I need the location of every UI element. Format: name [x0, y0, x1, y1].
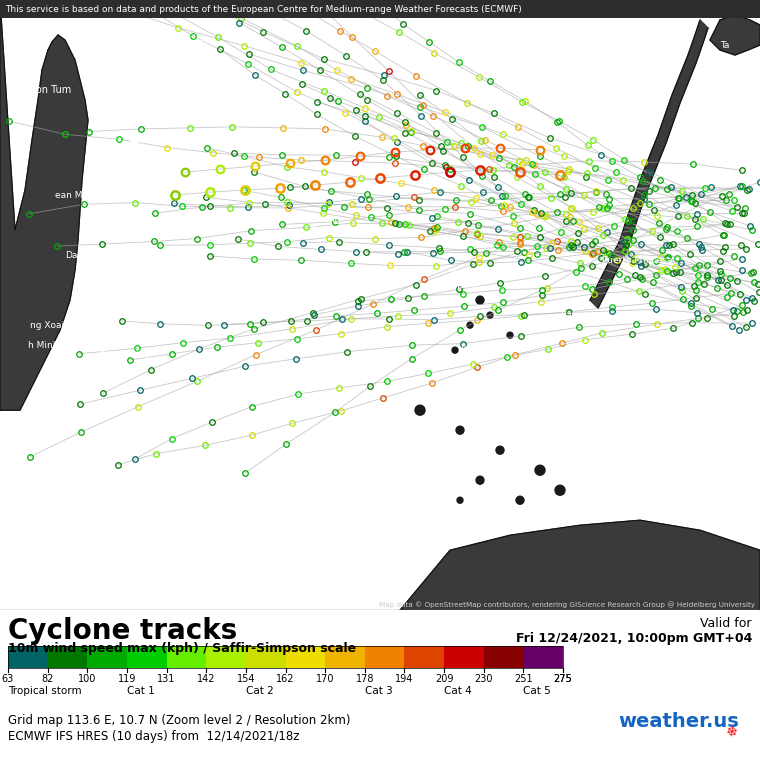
Bar: [483, 646, 524, 668]
Bar: [404, 646, 444, 668]
Bar: [127, 646, 166, 668]
Circle shape: [476, 477, 484, 484]
Text: Pang: Pang: [725, 470, 747, 480]
Bar: [166, 646, 206, 668]
Polygon shape: [710, 15, 760, 55]
Text: Valid for: Valid for: [701, 617, 752, 630]
Text: Buon Ma
Thuot: Buon Ma Thuot: [95, 205, 135, 225]
Polygon shape: [0, 0, 88, 410]
Text: Cat 3: Cat 3: [365, 686, 392, 696]
Text: 251: 251: [514, 674, 533, 684]
Text: Beaufort: Beaufort: [510, 486, 549, 495]
Text: Cat 5: Cat 5: [524, 686, 551, 696]
Text: Coron: Coron: [695, 125, 724, 135]
Text: 275: 275: [553, 674, 572, 684]
Circle shape: [535, 465, 545, 475]
Circle shape: [555, 485, 565, 496]
Circle shape: [452, 347, 458, 353]
Text: Taytay: Taytay: [690, 175, 722, 185]
Text: Ma: Ma: [725, 86, 738, 94]
Text: Spratly
Islands: Spratly Islands: [450, 271, 483, 290]
Polygon shape: [590, 20, 708, 308]
Text: Sandakan: Sandakan: [620, 421, 665, 429]
Circle shape: [456, 426, 464, 434]
Text: Puerto Princesa: Puerto Princesa: [602, 255, 673, 264]
Bar: [8, 646, 48, 668]
Bar: [48, 646, 87, 668]
Text: Grid map 113.6 E, 10.7 N (Zoom level 2 / Resolution 2km): Grid map 113.6 E, 10.7 N (Zoom level 2 /…: [8, 714, 350, 727]
Text: 82: 82: [42, 674, 54, 684]
Text: Tuy Hoa: Tuy Hoa: [130, 135, 169, 145]
Text: Quy Nhon: Quy Nhon: [145, 95, 194, 105]
Text: Cyclone tracks: Cyclone tracks: [8, 617, 237, 645]
Text: 170: 170: [316, 674, 334, 684]
Text: 142: 142: [197, 674, 216, 684]
Circle shape: [516, 496, 524, 504]
Bar: [286, 646, 325, 668]
Bar: [206, 646, 245, 668]
Text: 63: 63: [2, 674, 14, 684]
Circle shape: [487, 312, 493, 318]
Text: Kudat: Kudat: [460, 346, 486, 355]
Text: 178: 178: [356, 674, 374, 684]
Text: Map data © OpenStreetMap contributors, rendering GIScience Research Group @ Heid: Map data © OpenStreetMap contributors, r…: [379, 601, 755, 608]
Text: Ta: Ta: [720, 40, 730, 49]
Text: 131: 131: [157, 674, 176, 684]
Text: 154: 154: [236, 674, 255, 684]
Text: ng Xoai: ng Xoai: [30, 321, 64, 330]
Text: ❄: ❄: [724, 722, 742, 740]
Bar: [365, 646, 404, 668]
Bar: [524, 646, 563, 668]
Text: 275: 275: [553, 674, 572, 684]
Text: Quảng Ngãi: Quảng Ngãi: [150, 40, 207, 50]
Text: Cam Ranh: Cam Ranh: [130, 230, 176, 239]
Bar: [444, 646, 483, 668]
Circle shape: [496, 446, 504, 454]
Circle shape: [476, 296, 484, 304]
Polygon shape: [400, 521, 760, 610]
Text: D: D: [728, 131, 735, 140]
Text: This service is based on data and products of the European Centre for Medium-ran: This service is based on data and produc…: [5, 5, 522, 14]
Text: Fri 12/24/2021, 10:00pm GMT+04: Fri 12/24/2021, 10:00pm GMT+04: [515, 632, 752, 645]
Text: Dalat: Dalat: [65, 251, 89, 260]
Text: 100: 100: [78, 674, 97, 684]
Text: Cat 1: Cat 1: [127, 686, 155, 696]
Text: 230: 230: [474, 674, 493, 684]
Text: ECMWF IFS HRES (10 days) from  12/14/2021/18z: ECMWF IFS HRES (10 days) from 12/14/2021…: [8, 730, 299, 743]
Text: ean Monorom: ean Monorom: [55, 191, 117, 200]
Text: h Minh: h Minh: [28, 340, 59, 350]
Text: 119: 119: [118, 674, 136, 684]
Text: 10m wind speed max (kph) / Saffir-Simpson scale: 10m wind speed max (kph) / Saffir-Simpso…: [8, 642, 356, 655]
Bar: [87, 646, 127, 668]
Text: Kon Tum: Kon Tum: [30, 85, 71, 95]
Text: 162: 162: [276, 674, 295, 684]
Circle shape: [415, 405, 425, 415]
Text: 209: 209: [435, 674, 453, 684]
Text: Truong
Sa Town: Truong Sa Town: [310, 215, 347, 235]
Bar: [0, 0, 760, 18]
Bar: [245, 646, 286, 668]
Bar: [325, 646, 365, 668]
Text: Cat 4: Cat 4: [444, 686, 472, 696]
Circle shape: [507, 332, 513, 338]
Circle shape: [457, 497, 463, 503]
Circle shape: [467, 322, 473, 328]
Text: Cat 2: Cat 2: [245, 686, 274, 696]
Text: 194: 194: [395, 674, 413, 684]
Text: Sa: Sa: [728, 176, 739, 185]
Text: Phan Thiet: Phan Thiet: [100, 350, 148, 359]
Text: Tropical storm: Tropical storm: [8, 686, 81, 696]
Text: Bao Loc: Bao Loc: [78, 276, 113, 285]
Bar: [8, 646, 563, 668]
Text: Kota Kinabalu: Kota Kinabalu: [480, 431, 542, 440]
Text: weather.us: weather.us: [618, 712, 739, 731]
Text: Bataraza: Bataraza: [560, 311, 600, 320]
